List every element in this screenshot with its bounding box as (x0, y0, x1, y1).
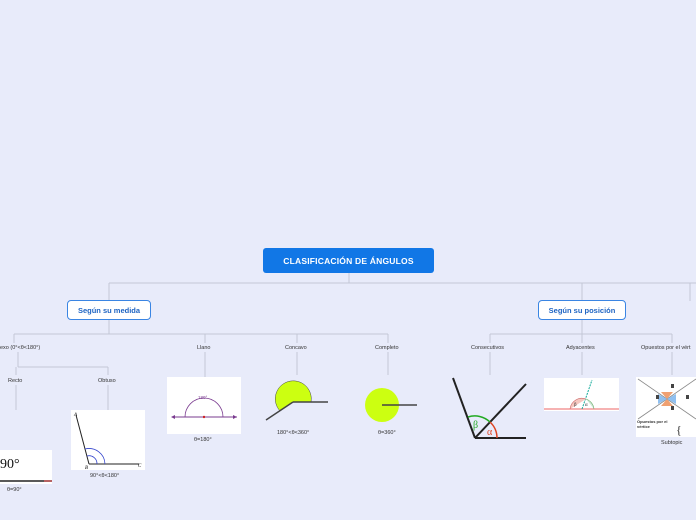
consecutive-angles-diagram: β α (452, 377, 527, 439)
topic-obtuso[interactable]: Obtuso (98, 378, 116, 384)
topic-recto[interactable]: Recto (8, 378, 23, 384)
reflex-angle-diagram (265, 380, 328, 421)
adjacent-angles-diagram: β α (544, 379, 619, 410)
point-c-label: C (138, 464, 142, 469)
adyacentes-alpha-label: α (585, 403, 588, 408)
vertical-angles-diagram: Opuestos por el vértice { (637, 378, 696, 437)
caption-recto: θ=90° (7, 487, 22, 493)
topic-concavo[interactable]: Concavo (285, 345, 307, 351)
straight-angle-diagram: 180° (171, 395, 237, 419)
point-b-label: B (85, 466, 88, 470)
topic-opuestos-por-el-vertice[interactable]: Opuestos por el vért (641, 345, 691, 351)
llano-degree-label: 180° (198, 395, 208, 400)
full-angle-diagram (365, 388, 417, 422)
adyacentes-beta-label: β (574, 403, 577, 408)
topic-adyacentes[interactable]: Adyacentes (566, 345, 595, 351)
svg-text:{: { (676, 423, 682, 437)
opuestos-angle-image: Opuestos por el vértice { (636, 377, 696, 437)
obtuso-angle-image: A B C (71, 410, 145, 471)
obtuse-angle-diagram: A B C (73, 413, 142, 471)
topic-llano[interactable]: Llano (197, 345, 211, 351)
caption-llano: θ=180° (194, 437, 212, 443)
beta-label: β (473, 420, 478, 431)
caption-obtuso: 90°<θ<180° (90, 473, 120, 479)
completo-angle-image (362, 384, 418, 426)
point-a-label: A (73, 413, 78, 418)
caption-completo: θ=360° (378, 430, 396, 436)
right-angle-diagram: 90° (0, 457, 52, 482)
ninety-degree-label: 90° (0, 457, 20, 472)
topic-consecutivos[interactable]: Consecutivos (471, 345, 505, 351)
llano-angle-image: 180° (167, 377, 241, 434)
branch-segun-su-medida[interactable]: Según su medida (67, 300, 151, 320)
caption-concavo: 180°<θ<360° (277, 430, 310, 436)
recto-angle-image: 90° (0, 450, 52, 484)
root-topic[interactable]: CLASIFICACIÓN DE ÁNGULOS (263, 248, 434, 273)
alpha-label: α (487, 427, 493, 438)
caption-opuestos-subtopic[interactable]: Subtopic (661, 440, 683, 446)
branch-segun-su-posicion[interactable]: Según su posición (538, 300, 626, 320)
consecutivos-angle-image: β α (450, 376, 530, 440)
concavo-angle-image (264, 380, 330, 426)
adyacentes-angle-image: β α (544, 378, 619, 411)
topic-completo[interactable]: Completo (375, 345, 399, 351)
opuestos-image-label: Opuestos por el vértice (637, 419, 668, 429)
topic-convexo[interactable]: exo (0°<θ<180°) (0, 345, 41, 351)
